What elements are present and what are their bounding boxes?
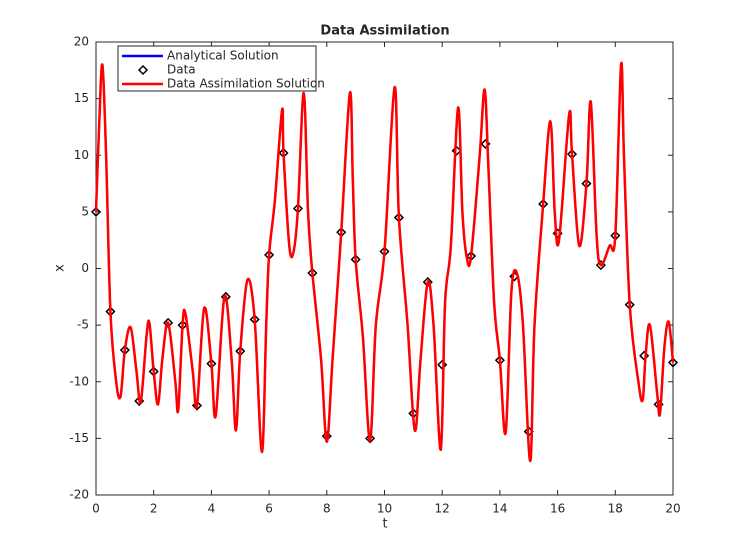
x-axis-label: t [382, 517, 387, 532]
x-tick-label: 6 [265, 502, 273, 516]
y-tick-label: 10 [74, 148, 89, 162]
legend-label: Data [167, 63, 196, 77]
x-tick-label: 18 [608, 502, 623, 516]
line-series [94, 61, 675, 463]
y-tick-label: -5 [77, 318, 89, 332]
y-tick-label: -10 [69, 374, 89, 388]
y-tick-label: 15 [74, 91, 89, 105]
data-point [667, 357, 679, 368]
x-tick-label: 12 [435, 502, 450, 516]
legend-label: Data Assimilation Solution [167, 77, 325, 91]
x-tick-label: 0 [92, 502, 100, 516]
y-tick-label: -20 [69, 488, 89, 502]
x-tick-label: 2 [150, 502, 158, 516]
x-tick-label: 16 [550, 502, 565, 516]
legend-marker [137, 64, 149, 76]
x-tick-label: 8 [323, 502, 331, 516]
x-tick-label: 20 [665, 502, 680, 516]
plot-frame [95, 41, 674, 496]
legend-label: Analytical Solution [167, 49, 279, 63]
data-point [365, 433, 376, 444]
y-tick-label: 5 [81, 204, 89, 218]
y-tick-label: 20 [74, 35, 89, 49]
x-tick-label: 10 [377, 502, 392, 516]
y-tick-label: -15 [69, 431, 89, 445]
y-axis-label: x [53, 264, 68, 272]
chart-title: Data Assimilation [320, 24, 449, 39]
x-tick-label: 14 [492, 502, 507, 516]
data-point [90, 206, 102, 217]
y-tick-label: 0 [81, 261, 89, 275]
x-tick-label: 4 [208, 502, 216, 516]
